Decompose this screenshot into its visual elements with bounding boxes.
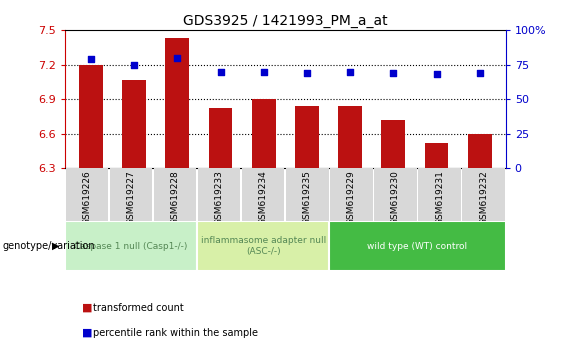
Text: GSM619228: GSM619228 <box>171 170 180 225</box>
Bar <box>419 168 460 221</box>
Bar <box>329 221 506 271</box>
Bar <box>242 168 284 221</box>
Bar <box>166 38 189 168</box>
Bar <box>208 108 232 168</box>
Point <box>302 70 311 76</box>
Text: GSM619230: GSM619230 <box>391 170 400 225</box>
Text: ■: ■ <box>82 303 93 313</box>
Point <box>216 69 225 74</box>
Point <box>129 62 138 67</box>
Text: GSM619231: GSM619231 <box>435 170 444 225</box>
Bar <box>66 168 108 221</box>
Text: GSM619234: GSM619234 <box>259 170 268 225</box>
Text: ■: ■ <box>82 328 93 338</box>
Point <box>346 69 355 74</box>
Bar <box>381 120 405 168</box>
Title: GDS3925 / 1421993_PM_a_at: GDS3925 / 1421993_PM_a_at <box>183 14 388 28</box>
Point <box>389 70 398 76</box>
Bar <box>198 168 240 221</box>
Bar <box>375 168 416 221</box>
Text: wild type (WT) control: wild type (WT) control <box>367 241 468 251</box>
Bar <box>425 143 449 168</box>
Text: GSM619227: GSM619227 <box>127 170 136 225</box>
Bar <box>468 133 492 168</box>
Text: percentile rank within the sample: percentile rank within the sample <box>93 328 258 338</box>
Point <box>173 55 182 61</box>
Bar <box>331 168 372 221</box>
Text: transformed count: transformed count <box>93 303 184 313</box>
Text: ▶: ▶ <box>52 241 59 251</box>
Point <box>86 56 95 62</box>
Bar <box>110 168 152 221</box>
Bar <box>463 168 505 221</box>
Text: GSM619232: GSM619232 <box>479 170 488 225</box>
Point <box>259 69 268 74</box>
Bar <box>197 221 329 271</box>
Bar <box>65 221 197 271</box>
Bar <box>286 168 328 221</box>
Bar <box>295 106 319 168</box>
Text: genotype/variation: genotype/variation <box>3 241 95 251</box>
Point <box>432 72 441 77</box>
Bar <box>154 168 196 221</box>
Bar <box>122 80 146 168</box>
Bar <box>338 106 362 168</box>
Text: GSM619229: GSM619229 <box>347 170 356 225</box>
Bar <box>252 99 276 168</box>
Bar <box>79 64 103 168</box>
Text: GSM619226: GSM619226 <box>82 170 92 225</box>
Text: GSM619233: GSM619233 <box>215 170 224 225</box>
Text: inflammasome adapter null
(ASC-/-): inflammasome adapter null (ASC-/-) <box>201 236 326 256</box>
Text: Caspase 1 null (Casp1-/-): Caspase 1 null (Casp1-/-) <box>75 241 188 251</box>
Text: GSM619235: GSM619235 <box>303 170 312 225</box>
Point <box>475 70 484 76</box>
